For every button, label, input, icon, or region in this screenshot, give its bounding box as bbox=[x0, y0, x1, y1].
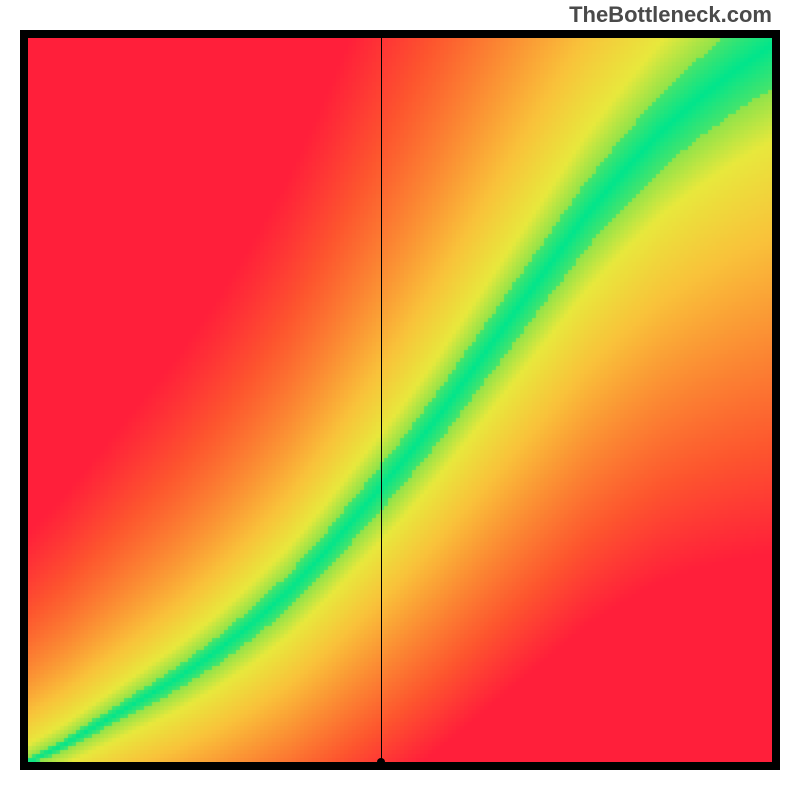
chart-frame bbox=[20, 30, 780, 770]
watermark-text: TheBottleneck.com bbox=[569, 2, 772, 28]
crosshair-marker bbox=[377, 758, 385, 766]
bottleneck-heatmap bbox=[28, 38, 772, 762]
crosshair-vertical bbox=[381, 38, 382, 762]
